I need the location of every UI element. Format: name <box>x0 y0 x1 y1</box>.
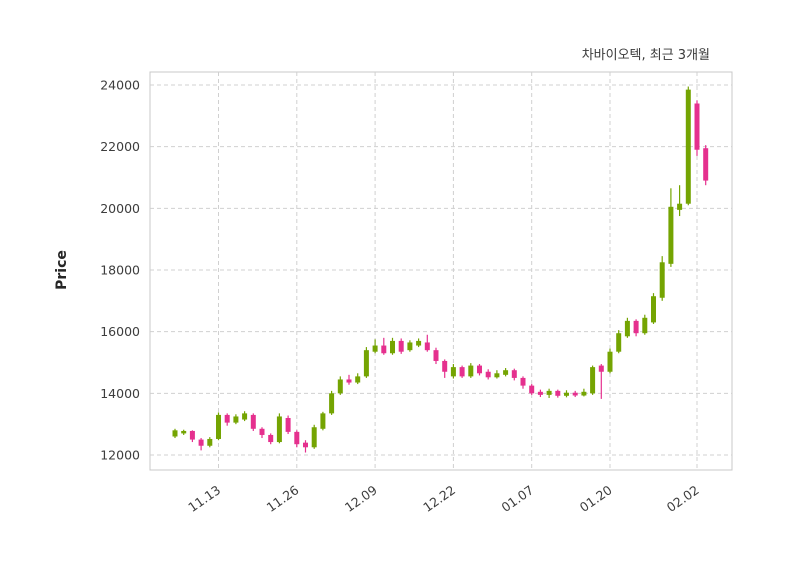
candle-body <box>346 379 352 383</box>
candle-body <box>242 413 248 420</box>
candle-body <box>511 370 517 378</box>
y-tick-label: 14000 <box>100 386 140 401</box>
y-tick-label: 24000 <box>100 78 140 93</box>
candle-body <box>329 393 335 414</box>
y-tick-label: 18000 <box>100 263 140 278</box>
candle-body <box>607 351 613 372</box>
x-tick-label: 01.20 <box>577 482 615 515</box>
candle-body <box>424 342 430 351</box>
candle-body <box>416 340 422 346</box>
candle-body <box>207 438 213 446</box>
candle-body <box>233 416 239 423</box>
candle-body <box>494 373 500 378</box>
candle-body <box>355 376 361 383</box>
candle-body <box>642 317 648 334</box>
candle-body <box>198 439 204 446</box>
candle-body <box>259 428 265 435</box>
candle-body <box>450 367 456 377</box>
candle-body <box>624 320 630 337</box>
candle-body <box>224 414 230 423</box>
x-tick-label: 01.07 <box>498 482 536 515</box>
candle-body <box>285 418 291 432</box>
candle-body <box>503 370 509 375</box>
candle-body <box>294 431 300 445</box>
candle-body <box>311 427 317 448</box>
x-tick-label: 12.09 <box>342 482 380 515</box>
candle-body <box>398 340 404 352</box>
candle-body <box>616 333 622 352</box>
candle-body <box>668 206 674 264</box>
candle-body <box>546 390 552 395</box>
candle-body <box>520 377 526 386</box>
candle-body <box>216 414 221 439</box>
candle-body <box>381 345 387 354</box>
candle-body <box>651 296 656 323</box>
candle-body <box>581 391 587 396</box>
candle-body <box>685 89 691 204</box>
candle-body <box>250 414 256 429</box>
candle-body <box>703 148 709 181</box>
candle-body <box>433 350 439 361</box>
candle-body <box>529 385 535 394</box>
candle-body <box>337 379 343 394</box>
candle-body <box>477 365 482 374</box>
x-tick-label: 12.22 <box>420 482 458 515</box>
y-tick-label: 16000 <box>100 324 140 339</box>
candle-body <box>694 103 700 150</box>
candle-body <box>189 430 195 440</box>
y-tick-label: 22000 <box>100 139 140 154</box>
candle-body <box>485 371 491 378</box>
x-tick-label: 11.13 <box>185 482 223 515</box>
x-tick-label: 11.26 <box>264 482 302 515</box>
candle-body <box>363 350 369 377</box>
chart-title: 차바이오텍, 최근 3개월 <box>581 48 710 63</box>
candle-body <box>172 430 178 437</box>
y-tick-label: 20000 <box>100 201 140 216</box>
plot-border <box>149 71 733 471</box>
candle-body <box>407 342 413 351</box>
candle-body <box>468 365 474 377</box>
candle-body <box>555 390 561 396</box>
candle-body <box>276 416 282 443</box>
candle-body <box>598 365 604 372</box>
candle-body <box>590 367 596 394</box>
candle-body <box>537 391 543 395</box>
candle-body <box>181 430 187 434</box>
candle-body <box>677 203 683 210</box>
candle-body <box>268 434 274 443</box>
candle-body <box>390 340 395 354</box>
candle-body <box>459 367 465 377</box>
candle-body <box>372 345 378 352</box>
candle-body <box>572 392 578 396</box>
candle-body <box>564 392 569 396</box>
y-tick-label: 12000 <box>100 448 140 463</box>
candle-body <box>633 320 639 334</box>
candle-body <box>659 262 665 298</box>
candle-body <box>303 442 308 448</box>
candle-body <box>320 413 326 429</box>
candle-body <box>442 360 448 372</box>
x-tick-label: 02.02 <box>664 482 702 515</box>
